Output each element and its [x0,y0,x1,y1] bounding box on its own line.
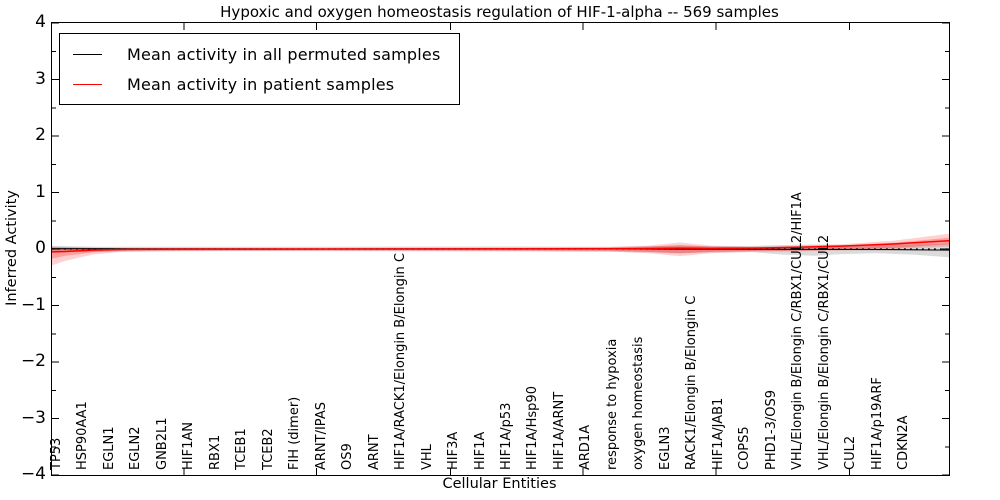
category-label: HIF1AN [181,422,197,470]
category-label: HSP90AA1 [75,401,91,470]
category-label: ARD1A [578,424,594,470]
category-label: HIF1A/p19ARF [869,377,885,470]
y-tick-label: 4 [35,12,46,32]
y-tick-label: 2 [35,125,46,145]
x-axis-label: Cellular Entities [442,476,557,492]
mean-patient-line [52,240,949,253]
category-label: response to hypoxia [604,338,620,470]
category-label: EGLN2 [128,426,144,470]
category-label: RACK1/Elongin B/Elongin C [684,295,700,470]
legend-item-patient: Mean activity in patient samples [73,69,441,99]
category-label: EGLN3 [657,426,673,470]
plot-area: TP53 HSP90AA1 EGLN1 EGLN2 GNB2L1 HIF1AN RBX1 TC… [49,22,950,476]
y-tick-label: −1 [20,294,46,315]
category-label: COPS5 [737,426,753,470]
patient-line-swatch [73,83,102,85]
y-tick-label: −2 [20,351,46,371]
y-tick-label: −4 [20,464,46,484]
category-label: FIH (dimer) [287,396,303,470]
y-tick-label: −3 [20,407,46,428]
category-label: EGLN1 [101,426,117,470]
category-label: HIF3A [446,431,462,470]
legend-label-permuted: Mean activity in all permuted samples [127,44,441,64]
chart-canvas [52,23,949,475]
y-tick-label: 1 [35,181,46,202]
chart-title: Hypoxic and oxygen homeostasis regulatio… [220,3,779,21]
legend-item-permuted: Mean activity in all permuted samples [73,39,441,69]
category-label: RBX1 [207,434,223,470]
legend: Mean activity in all permuted samples Me… [59,33,460,105]
category-label: HIF1A/Hsp90 [525,386,541,470]
category-label: CDKN2A [896,415,912,470]
category-label: VHL/Elongin B/Elongin C/RBX1/CUL2/HIF1A [790,192,806,470]
category-label: oxygen homeostasis [631,336,647,470]
y-tick-label: 3 [35,68,46,89]
category-label: CUL2 [843,435,859,470]
category-label: TCEB2 [260,428,276,470]
category-label: VHL [419,444,435,470]
category-label: GNB2L1 [154,417,170,470]
legend-label-patient: Mean activity in patient samples [127,74,395,94]
category-label: TCEB1 [234,428,250,470]
category-label: ARNT [366,434,382,470]
category-label: PHD1-3/OS9 [763,390,779,470]
category-label: VHL/Elongin B/Elongin C/RBX1/CUL2 [816,234,832,470]
permuted-line-swatch [73,53,102,55]
category-label: OS9 [340,443,356,470]
category-label: ARNT/IPAS [313,402,329,470]
category-label: HIF1A [472,431,488,470]
category-label: TP53 [49,437,65,470]
category-label: HIF1A/p53 [499,402,514,470]
y-tick-label: 0 [35,238,46,258]
category-label: HIF1A/ARNT [551,391,567,470]
category-label: HIF1A/RACK1/Elongin B/Elongin C [393,253,409,470]
permuted-confidence-band [52,243,949,258]
category-label: HIF1A/JAB1 [710,397,726,470]
